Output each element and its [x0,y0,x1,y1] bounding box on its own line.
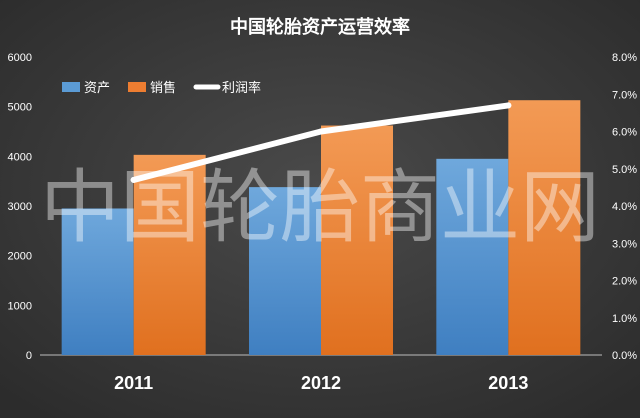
y-right-tick-label: 7.0% [612,89,637,101]
y-right-tick-label: 6.0% [612,127,637,139]
y-right-tick-label: 1.0% [612,313,637,325]
y-left-tick-label: 2000 [8,251,32,263]
legend-label-assets: 资产 [84,81,110,96]
bar-assets-2011 [61,208,134,355]
category-label: 2011 [114,373,153,393]
line-point-margin-2011 [130,176,137,183]
bar-assets-2013 [436,158,509,355]
legend-label-sales: 销售 [150,80,176,96]
line-point-margin-2013 [505,102,512,109]
y-left-tick-label: 3000 [8,201,32,213]
legend-swatch-assets [62,82,80,92]
legend-swatch-sales [128,82,146,92]
chart-title: 中国轮胎资产运营效率 [230,16,410,38]
bar-sales-2013 [508,100,581,356]
y-left-tick-label: 4000 [8,151,32,163]
y-right-tick-label: 0.0% [612,350,637,362]
bar-assets-2012 [249,187,321,355]
y-left-tick-label: 1000 [8,300,32,312]
line-group [130,102,512,183]
category-label: 2013 [488,373,528,393]
line-point-margin-2012 [318,128,324,135]
bar-sales-2011 [133,154,206,355]
y-right-tick-label: 3.0% [612,238,637,250]
legend-label-margin: 利润率 [222,80,261,96]
y-right-tick-label: 2.0% [612,276,637,288]
y-right-tick-label: 5.0% [612,164,637,176]
category-label: 2012 [301,373,341,393]
y-left-tick-label: 5000 [8,102,32,114]
watermark-text: 中国轮胎商业网 [40,161,600,254]
axes-group: 0 1000 2000 3000 4000 5000 6000 0.0% 1.0% 2.0% 3.0… [8,52,638,393]
y-left-tick-label: 6000 [8,52,32,64]
bars-group [61,100,581,356]
legend: 资产 销售 利润率 [62,80,261,96]
y-right-tick-label: 8.0% [612,52,637,64]
bar-sales-2012 [321,125,393,355]
y-right-tick-label: 4.0% [612,201,637,213]
y-left-tick-label: 0 [26,350,32,362]
